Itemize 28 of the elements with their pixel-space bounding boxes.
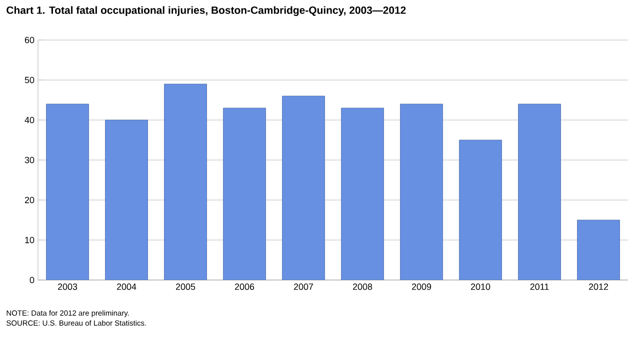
bar <box>164 84 207 280</box>
y-tick-label: 0 <box>30 276 34 284</box>
x-tick-label: 2006 <box>234 284 254 290</box>
x-tick-label: 2009 <box>412 284 432 290</box>
x-tick-label: 2003 <box>58 284 78 290</box>
bar <box>577 220 620 280</box>
x-tick-label: 2005 <box>176 284 196 290</box>
x-tick-label: 2011 <box>530 284 549 290</box>
chart-title: Chart 1. Total fatal occupational injuries, Boston-Cambridge-Quincy, 2003—2012 <box>6 6 406 16</box>
y-tick-label: 50 <box>24 76 34 84</box>
bar <box>341 108 384 280</box>
x-tick-label: 2008 <box>352 284 372 290</box>
bar <box>46 104 89 280</box>
x-tick-label: 2010 <box>470 284 490 290</box>
x-tick-label: 2007 <box>294 284 314 290</box>
y-tick-label: 60 <box>24 36 34 44</box>
bar <box>400 104 443 280</box>
bar <box>459 140 502 280</box>
y-tick-label: 40 <box>24 116 34 124</box>
x-tick-label: 2004 <box>116 284 136 290</box>
x-tick-label: 2012 <box>588 284 608 290</box>
y-tick-label: 30 <box>24 156 34 164</box>
bar <box>223 108 266 280</box>
bar <box>518 104 561 280</box>
bar <box>105 120 148 280</box>
y-tick-label: 20 <box>24 196 34 204</box>
y-tick-label: 10 <box>25 236 34 244</box>
bar <box>282 96 325 280</box>
